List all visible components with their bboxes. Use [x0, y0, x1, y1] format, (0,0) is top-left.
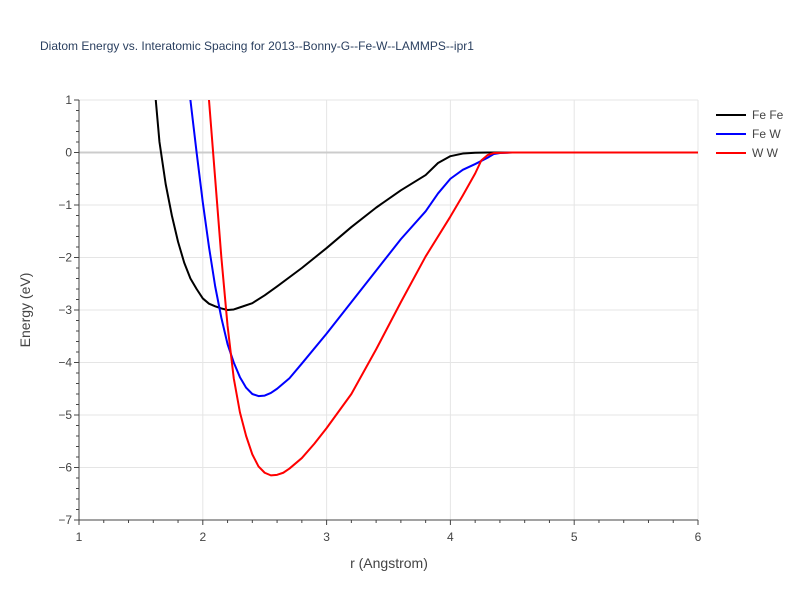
- plot-layer: [154, 100, 698, 477]
- legend-label-w-w: W W: [752, 146, 779, 160]
- y-tick-label: −4: [58, 356, 72, 370]
- x-tick-label: 1: [76, 530, 83, 544]
- y-tick-label: −5: [58, 408, 72, 422]
- y-tick-label: 0: [65, 146, 72, 160]
- y-tick-label: 1: [65, 93, 72, 107]
- y-tick-label: −6: [58, 461, 72, 475]
- series-line-fe-fe: [154, 100, 698, 311]
- y-tick-label: −3: [58, 303, 72, 317]
- x-tick-label: 4: [447, 530, 454, 544]
- chart-title: Diatom Energy vs. Interatomic Spacing fo…: [40, 39, 474, 53]
- y-axis-title: Energy (eV): [17, 273, 33, 348]
- series-line-w-w: [207, 100, 698, 477]
- legend-label-fe-fe: Fe Fe: [752, 108, 784, 122]
- y-tick-label: −2: [58, 251, 72, 265]
- x-tick-label: 3: [323, 530, 330, 544]
- y-tick-label: −1: [58, 198, 72, 212]
- x-tick-label: 6: [695, 530, 702, 544]
- legend-label-fe-w: Fe W: [752, 127, 781, 141]
- x-tick-label: 5: [571, 530, 578, 544]
- x-axis-title: r (Angstrom): [350, 555, 428, 571]
- legend: Fe Fe Fe W W W: [716, 108, 784, 160]
- axis-layer: 1 2 3 4 5 6 1 0 −1 −2 −3 −4 −5 −6 −7: [58, 93, 701, 544]
- x-tick-label: 2: [199, 530, 206, 544]
- series-line-fe-w: [189, 100, 698, 398]
- y-tick-label: −7: [58, 513, 72, 527]
